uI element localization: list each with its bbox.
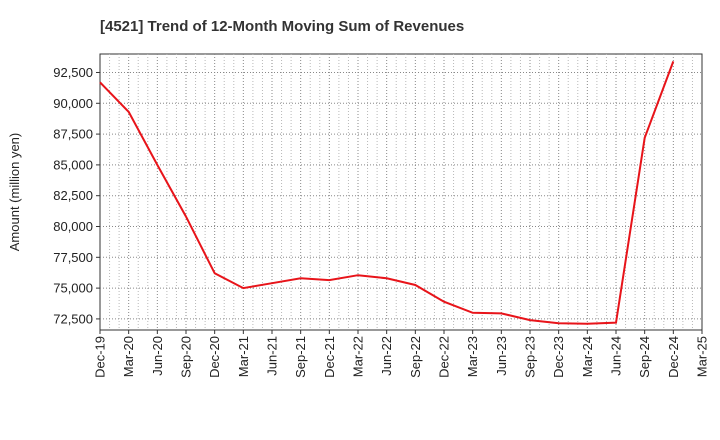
x-tick-label: Jun-23: [494, 336, 509, 376]
x-tick-label: Jun-21: [265, 336, 280, 376]
x-tick-label: Sep-23: [523, 336, 538, 378]
x-tick-label: Mar-23: [465, 336, 480, 377]
x-tick-label: Mar-22: [351, 336, 366, 377]
y-tick-label: 75,000: [53, 281, 93, 296]
x-tick-label: Dec-19: [93, 336, 108, 378]
x-tick-label: Dec-23: [551, 336, 566, 378]
x-tick-label: Dec-20: [207, 336, 222, 378]
x-tick-label: Mar-24: [580, 336, 595, 377]
x-axis-ticks: Dec-19 Mar-20 Jun-20 Sep-20 Dec-20 Mar-21 Jun-…: [93, 330, 710, 378]
y-tick-label: 72,500: [53, 311, 93, 326]
y-tick-label: 82,500: [53, 188, 93, 203]
x-tick-label: Mar-21: [236, 336, 251, 377]
x-tick-label: Dec-22: [437, 336, 452, 378]
plot-area-frame: [99, 53, 703, 331]
x-tick-label: Sep-21: [293, 336, 308, 378]
grid-lines: [100, 54, 702, 330]
x-tick-label: Sep-20: [179, 336, 194, 378]
chart-title: [4521] Trend of 12-Month Moving Sum of R…: [100, 18, 464, 35]
y-axis-label: Amount (million yen): [7, 133, 22, 252]
x-tick-label: Dec-24: [666, 336, 681, 378]
y-axis-ticks: 72,500 75,000 77,500 80,000 82,500 85,000 87,5…: [53, 65, 100, 326]
y-tick-label: 87,500: [53, 127, 93, 142]
y-tick-label: 85,000: [53, 157, 93, 172]
x-tick-label: Jun-24: [609, 336, 624, 376]
y-tick-label: 77,500: [53, 250, 93, 265]
y-tick-label: 92,500: [53, 65, 93, 80]
y-tick-label: 90,000: [53, 96, 93, 111]
x-tick-label: Mar-20: [121, 336, 136, 377]
series-line: [99, 61, 675, 325]
x-tick-label: Jun-20: [150, 336, 165, 376]
x-tick-label: Jun-22: [379, 336, 394, 376]
x-tick-label: Dec-21: [322, 336, 337, 378]
x-tick-label: Sep-22: [408, 336, 423, 378]
y-tick-label: 80,000: [53, 219, 93, 234]
x-tick-label: Mar-25: [695, 336, 710, 377]
x-tick-label: Sep-24: [637, 336, 652, 378]
